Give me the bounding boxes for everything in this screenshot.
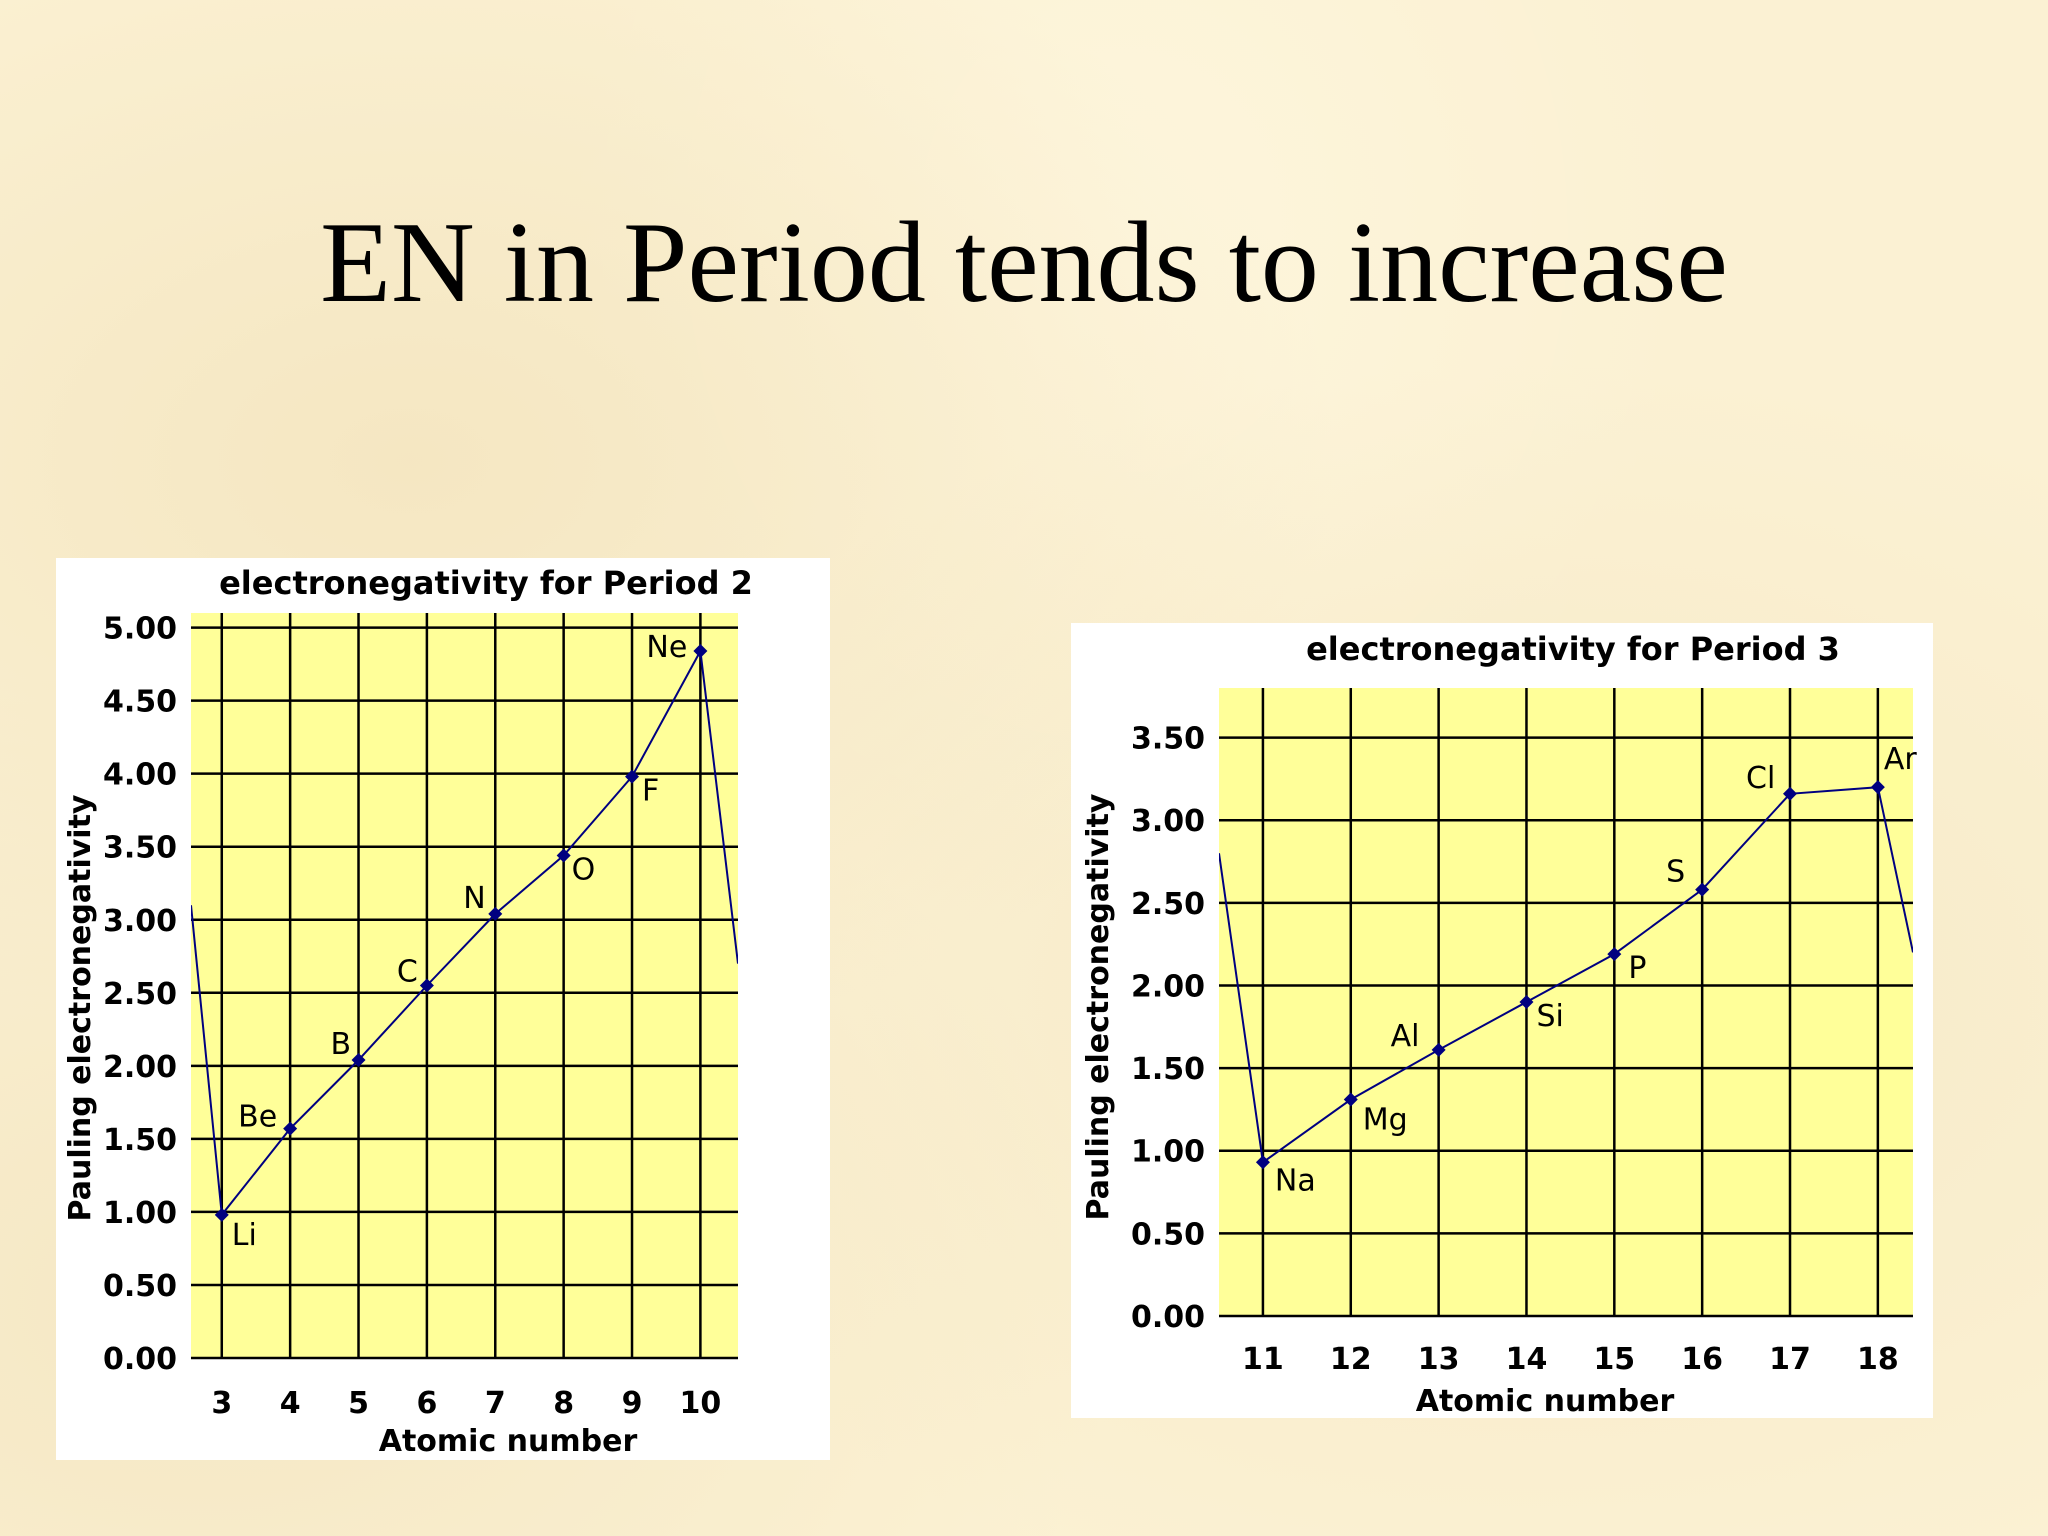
- y-tick-label: 2.50: [1131, 887, 1205, 922]
- data-point-o: [556, 848, 571, 863]
- data-point-c: [419, 978, 434, 993]
- x-axis-label: Atomic number: [379, 1424, 638, 1459]
- x-tick-label: 3: [211, 1386, 232, 1421]
- y-axis-label: Pauling electronegativity: [1081, 793, 1116, 1220]
- x-tick-label: 10: [680, 1386, 722, 1421]
- data-point-f: [625, 769, 640, 784]
- x-tick-label: 11: [1242, 1342, 1284, 1377]
- y-tick-label: 1.00: [103, 1196, 177, 1231]
- data-point-s: [1695, 882, 1710, 897]
- data-point-na: [1255, 1155, 1270, 1170]
- y-tick-label: 2.00: [1131, 969, 1205, 1004]
- y-tick-label: 0.00: [1131, 1300, 1205, 1335]
- data-point-si: [1519, 995, 1534, 1009]
- y-tick-label: 4.50: [103, 685, 177, 720]
- x-tick-label: 17: [1769, 1342, 1811, 1377]
- data-label-cl: Cl: [1746, 761, 1775, 796]
- data-label-o: O: [572, 852, 596, 887]
- y-tick-label: 2.00: [103, 1050, 177, 1085]
- x-tick-label: 13: [1418, 1342, 1460, 1377]
- data-label-b: B: [331, 1027, 352, 1062]
- x-tick-label: 4: [280, 1386, 301, 1421]
- y-tick-label: 0.00: [103, 1342, 177, 1377]
- data-point-ar: [1870, 780, 1885, 795]
- data-point-b: [351, 1053, 366, 1067]
- data-label-li: Li: [232, 1218, 257, 1253]
- data-point-li: [214, 1207, 229, 1222]
- data-label-be: Be: [238, 1100, 277, 1135]
- x-axis-label: Atomic number: [1416, 1384, 1675, 1418]
- data-label-f: F: [642, 774, 659, 809]
- y-tick-label: 3.00: [1131, 804, 1205, 839]
- x-tick-label: 6: [416, 1386, 437, 1421]
- y-tick-label: 1.00: [1131, 1135, 1205, 1170]
- y-tick-label: 4.00: [103, 758, 177, 793]
- data-label-ne: Ne: [646, 630, 687, 665]
- chart-period-3-svg: 0.00 0.50 1.00 1.50 2.00 2.50 3.00 3.50 11 12 13 14…: [1081, 630, 1918, 1418]
- data-point-cl: [1783, 786, 1798, 801]
- x-tick-label: 5: [348, 1386, 369, 1421]
- y-tick-label: 3.50: [103, 831, 177, 866]
- data-point-p: [1607, 947, 1622, 962]
- y-tick-label: 2.50: [103, 977, 177, 1012]
- y-tick-label: 0.50: [1131, 1217, 1205, 1252]
- data-point-be: [283, 1121, 298, 1136]
- data-label-p: P: [1628, 951, 1646, 986]
- data-label-mg: Mg: [1363, 1103, 1408, 1138]
- chart-title: electronegativity for Period 3: [1306, 630, 1840, 668]
- data-label-si: Si: [1536, 999, 1563, 1034]
- y-axis-label: Pauling electronegativity: [63, 794, 98, 1221]
- x-tick-label: 16: [1681, 1342, 1723, 1377]
- x-tick-label: 9: [622, 1386, 643, 1421]
- x-tick-label: 7: [485, 1386, 506, 1421]
- data-point-ne: [693, 643, 708, 658]
- chart-period-2: 0.00 0.50 1.00 1.50 2.00 2.50 3.00 3.50 4.00 4.50…: [56, 558, 830, 1460]
- series-line: [1219, 786, 1913, 1165]
- x-tick-label: 18: [1857, 1342, 1899, 1377]
- y-tick-label: 1.50: [103, 1123, 177, 1158]
- y-tick-label: 3.50: [1131, 722, 1205, 757]
- series-line: [191, 647, 738, 1218]
- plot-area: [191, 613, 738, 1358]
- chart-period-2-svg: 0.00 0.50 1.00 1.50 2.00 2.50 3.00 3.50 4.00 4.50…: [63, 564, 753, 1459]
- y-tick-label: 0.50: [103, 1269, 177, 1304]
- data-label-c: C: [397, 955, 418, 990]
- x-tick-label: 12: [1330, 1342, 1372, 1377]
- chart-period-3: 0.00 0.50 1.00 1.50 2.00 2.50 3.00 3.50 11 12 13 14…: [1071, 623, 1933, 1418]
- y-tick-label: 3.00: [103, 904, 177, 939]
- data-label-s: S: [1666, 855, 1685, 890]
- data-point-n: [488, 906, 503, 921]
- data-label-na: Na: [1275, 1163, 1316, 1198]
- y-tick-label: 5.00: [103, 612, 177, 647]
- x-tick-label: 8: [553, 1386, 574, 1421]
- data-point-al: [1431, 1042, 1446, 1057]
- x-tick-label: 14: [1506, 1342, 1548, 1377]
- x-tick-label: 15: [1593, 1342, 1635, 1377]
- data-label-ar: Ar: [1884, 742, 1918, 777]
- plot-area: [1219, 688, 1913, 1316]
- chart-title: electronegativity for Period 2: [219, 564, 753, 602]
- y-tick-label: 1.50: [1131, 1052, 1205, 1087]
- slide-title: EN in Period tends to increase: [320, 199, 1728, 327]
- data-label-n: N: [463, 881, 485, 916]
- data-point-mg: [1343, 1092, 1358, 1107]
- data-label-al: Al: [1391, 1019, 1420, 1054]
